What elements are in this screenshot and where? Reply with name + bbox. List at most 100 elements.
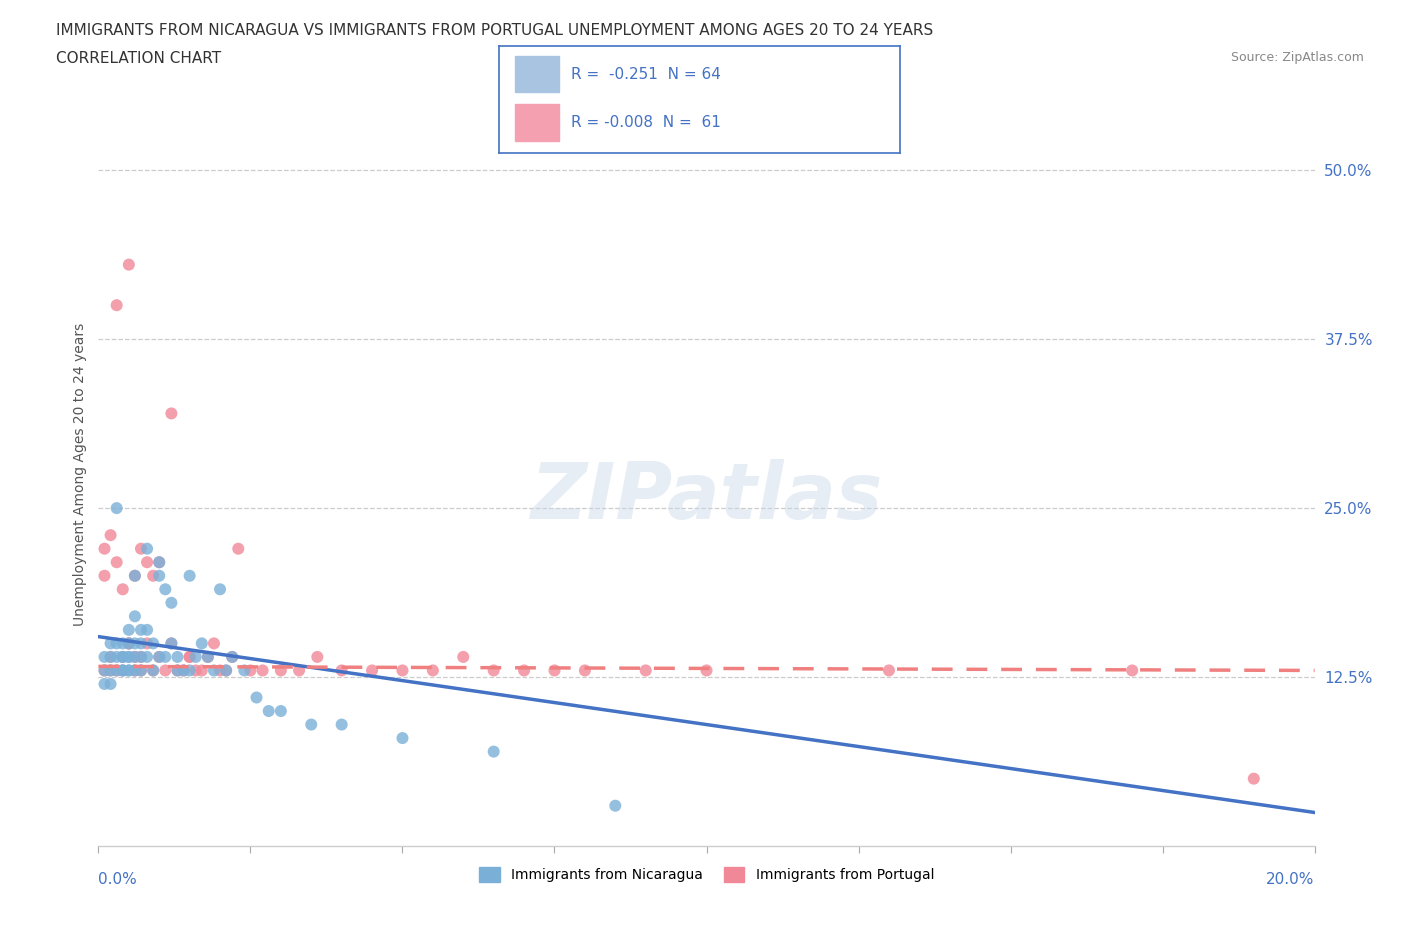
Point (118, 649, 141, 664)
Point (105, 663, 128, 678)
Point (1243, 771, 1265, 786)
Bar (515, 56, 560, 92)
Point (124, 649, 146, 664)
Point (166, 663, 188, 678)
Point (118, 636, 141, 651)
Point (179, 649, 201, 664)
Point (93, 663, 115, 678)
Point (877, 663, 900, 678)
Text: IMMIGRANTS FROM NICARAGUA VS IMMIGRANTS FROM PORTUGAL UNEMPLOYMENT AMONG AGES 20: IMMIGRANTS FROM NICARAGUA VS IMMIGRANTS … (56, 23, 934, 38)
Point (257, 704, 280, 719)
Point (197, 649, 219, 664)
Point (197, 649, 219, 664)
Point (209, 582, 232, 597)
Point (111, 649, 134, 664)
Point (270, 704, 292, 719)
Point (696, 663, 718, 678)
Point (166, 663, 188, 678)
Point (634, 663, 657, 678)
Point (124, 663, 146, 678)
Point (105, 555, 128, 570)
Point (160, 406, 183, 421)
Point (111, 649, 134, 664)
Point (136, 555, 159, 570)
Point (288, 663, 311, 678)
Text: Source: ZipAtlas.com: Source: ZipAtlas.com (1230, 51, 1364, 64)
Point (118, 663, 141, 678)
Point (482, 663, 505, 678)
Point (93, 663, 115, 678)
Point (118, 636, 141, 651)
Point (1121, 663, 1143, 678)
Point (299, 717, 322, 732)
Point (124, 568, 146, 583)
Point (111, 663, 134, 678)
Point (129, 649, 152, 664)
Point (453, 649, 475, 664)
Point (391, 731, 413, 746)
Point (100, 649, 122, 664)
Point (142, 663, 165, 678)
Point (166, 649, 188, 664)
Point (100, 676, 122, 691)
Point (136, 541, 159, 556)
Point (124, 663, 146, 678)
Text: ZIPatlas: ZIPatlas (530, 458, 883, 535)
Point (543, 663, 565, 678)
Point (191, 663, 214, 678)
Bar (515, 104, 560, 140)
Point (148, 649, 170, 664)
Point (93, 568, 115, 583)
Point (233, 663, 256, 678)
Point (391, 663, 413, 678)
Point (129, 663, 152, 678)
Point (136, 622, 159, 637)
Point (93, 649, 115, 664)
Point (129, 649, 152, 664)
Point (209, 663, 232, 678)
Y-axis label: Unemployment Among Ages 20 to 24 years: Unemployment Among Ages 20 to 24 years (73, 323, 87, 626)
Point (155, 582, 177, 597)
Text: 20.0%: 20.0% (1267, 872, 1315, 887)
Point (173, 663, 195, 678)
Point (111, 636, 134, 651)
Point (239, 663, 262, 678)
Point (111, 663, 134, 678)
Point (129, 541, 152, 556)
Point (245, 690, 267, 705)
Point (215, 663, 238, 678)
Point (111, 649, 134, 664)
Point (111, 582, 134, 597)
Point (605, 798, 627, 813)
Point (184, 663, 207, 678)
Point (100, 663, 122, 678)
Point (118, 622, 141, 637)
Point (148, 555, 170, 570)
Point (173, 663, 195, 678)
Legend: Immigrants from Nicaragua, Immigrants from Portugal: Immigrants from Nicaragua, Immigrants fr… (474, 862, 939, 888)
Point (136, 649, 159, 664)
Point (118, 663, 141, 678)
Text: 0.0%: 0.0% (98, 872, 138, 887)
Point (513, 663, 536, 678)
Point (129, 622, 152, 637)
Point (307, 649, 329, 664)
Point (142, 663, 165, 678)
Point (118, 258, 141, 272)
Point (142, 636, 165, 651)
Point (100, 663, 122, 678)
Point (191, 636, 214, 651)
Point (202, 663, 225, 678)
Point (118, 636, 141, 651)
Point (105, 636, 128, 651)
Point (179, 663, 201, 678)
Point (129, 636, 152, 651)
Point (221, 649, 243, 664)
Point (100, 649, 122, 664)
Point (129, 663, 152, 678)
Point (574, 663, 596, 678)
Point (215, 663, 238, 678)
Point (100, 636, 122, 651)
Point (179, 568, 201, 583)
Point (148, 568, 170, 583)
